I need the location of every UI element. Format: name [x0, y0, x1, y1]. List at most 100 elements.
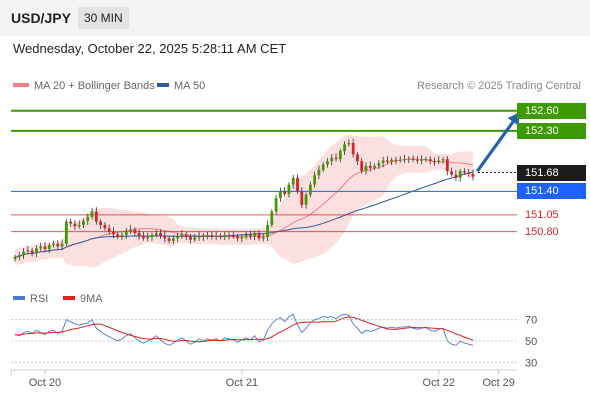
candle-body [304, 194, 308, 205]
rsi-line [14, 313, 474, 346]
candle-body [471, 173, 475, 177]
rsi-tick-label: 70 [525, 315, 537, 327]
candle-body [17, 255, 21, 258]
candle-body [223, 235, 227, 238]
candle-body [463, 171, 466, 173]
candle-body [171, 238, 175, 242]
candle-body [326, 161, 329, 165]
candle-body [146, 237, 150, 239]
candle-body [420, 159, 424, 161]
candle-body [219, 235, 222, 238]
candle-body [82, 220, 85, 225]
credit-text: Research © 2025 Trading Central [416, 80, 581, 92]
candle-body [257, 232, 261, 239]
candle-body [296, 177, 299, 192]
rsi-ma9-line [14, 316, 474, 343]
legend-ma50: MA 50 [157, 80, 205, 92]
candle-body [300, 191, 304, 205]
candle-body [368, 165, 372, 168]
candle-body [189, 237, 192, 240]
candle-body [398, 159, 402, 161]
timeframe-selector[interactable]: 30 MIN [78, 7, 129, 29]
candle-body [385, 160, 389, 162]
candle-body [103, 224, 107, 229]
candle-body [73, 223, 77, 227]
candle-body [356, 154, 359, 162]
candle-body [308, 184, 312, 195]
candle-body [26, 250, 30, 252]
candle-body [116, 234, 120, 238]
candle-body [236, 236, 239, 239]
candle-body [274, 198, 278, 212]
candle-body [99, 221, 103, 225]
price-label-151-68: 151.68 [517, 164, 586, 181]
candle-body [403, 159, 406, 161]
candle-body [351, 143, 355, 155]
datetime-label: Wednesday, October 22, 2025 5:28:11 AM C… [13, 41, 287, 56]
candle-body [424, 159, 428, 161]
candle-body [287, 184, 291, 195]
rsi-legend-label: RSI [30, 293, 49, 305]
candle-body [338, 151, 342, 160]
candle-body [39, 246, 43, 249]
candle-body [201, 235, 205, 238]
candle-body [60, 243, 64, 247]
candle-body [184, 234, 188, 238]
candle-body [390, 159, 394, 162]
candle-body [142, 235, 145, 239]
candle-body [120, 235, 124, 238]
candle-body [206, 235, 210, 238]
candle-body [334, 157, 338, 160]
candle-body [94, 211, 98, 222]
candle-body [377, 163, 381, 166]
candle-body [56, 243, 60, 247]
candle-body [415, 159, 419, 161]
candle-body [394, 159, 398, 161]
x-axis-label: Oct 29 [482, 377, 514, 389]
candle-body [197, 235, 201, 238]
candle-body [210, 235, 214, 237]
candle-body [180, 234, 184, 237]
candle-body [13, 257, 17, 260]
candle-body [47, 245, 51, 250]
ma50-line [14, 171, 474, 258]
candle-body [450, 171, 453, 175]
chart-header: USD/JPY 30 MIN [0, 0, 590, 36]
candle-body [167, 238, 171, 242]
candle-body [124, 231, 128, 235]
x-axis-label: Oct 22 [423, 377, 455, 389]
candle-body [52, 243, 55, 246]
bollinger-band [15, 135, 473, 268]
candle-body [133, 229, 137, 233]
candle-body [90, 211, 94, 217]
candle-body [150, 235, 154, 238]
candle-body [373, 165, 376, 168]
candle-body [261, 237, 265, 239]
candle-body [159, 232, 162, 236]
candle-body [35, 248, 38, 254]
candle-body [193, 237, 197, 240]
candle-body [321, 164, 325, 170]
candle-body [445, 159, 449, 172]
legend-ma9: 9MA [63, 293, 103, 305]
rsi-tick-label: 50 [525, 336, 537, 348]
candle-body [407, 158, 411, 160]
candle-body [428, 159, 432, 162]
ma20-legend-label: MA 20 + Bollinger Bands [34, 80, 155, 92]
x-axis-label: Oct 20 [29, 377, 61, 389]
candle-body [249, 235, 252, 237]
candle-body [458, 171, 462, 178]
candle-body [437, 160, 441, 162]
candle-body [313, 175, 317, 185]
candle-body [129, 229, 132, 232]
rsi-swatch [13, 296, 25, 301]
candle-body [214, 235, 218, 237]
candle-body [163, 235, 167, 239]
candle-body [360, 161, 364, 172]
candle-body [411, 158, 415, 160]
candle-body [317, 169, 321, 176]
candle-body [64, 221, 68, 244]
candle-body [454, 174, 458, 178]
candle-body [433, 161, 436, 163]
